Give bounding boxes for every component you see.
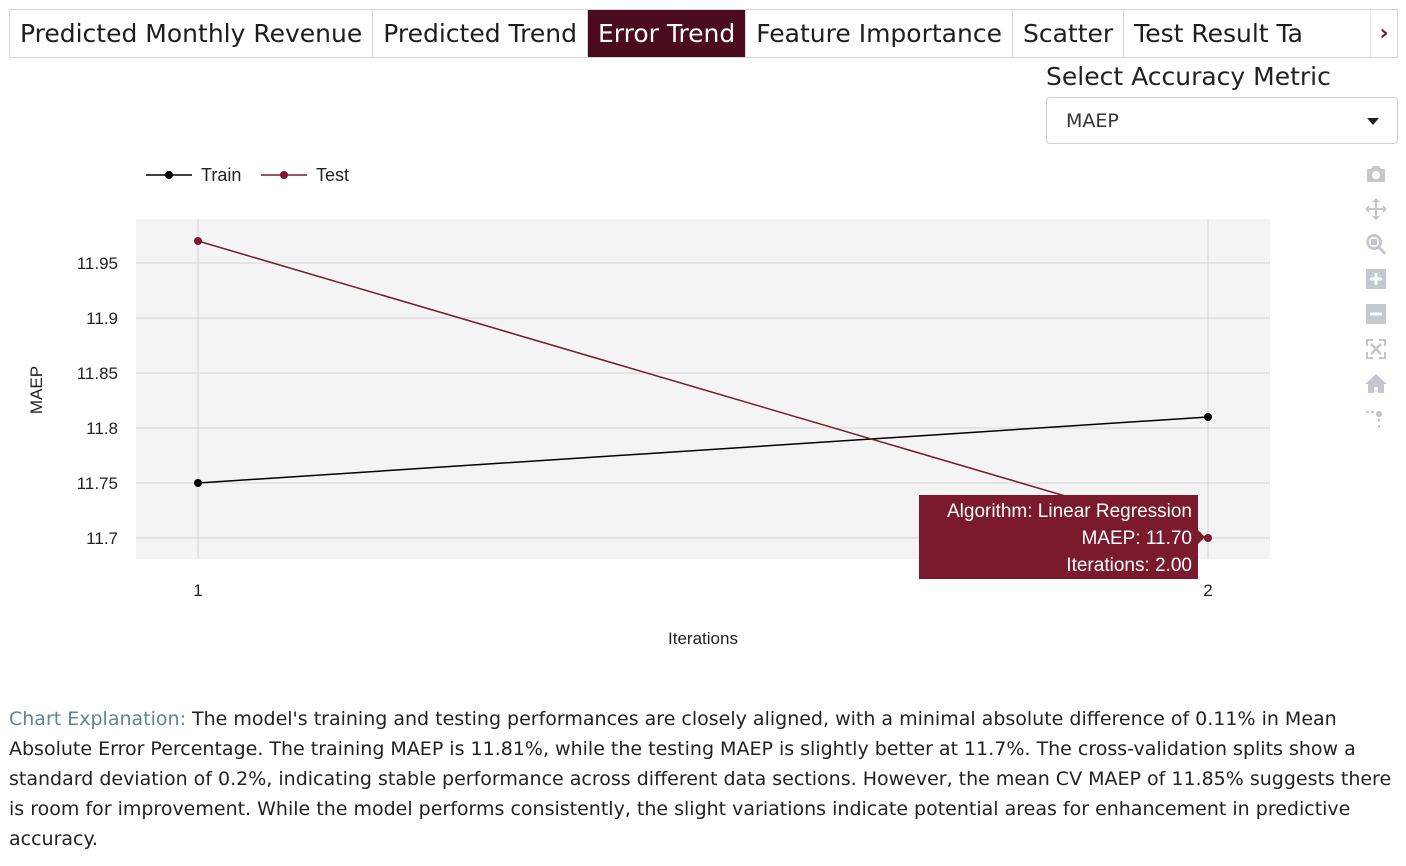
data-point-train <box>194 479 202 487</box>
series-line-train <box>197 416 1209 484</box>
tab-error-trend[interactable]: Error Trend <box>587 10 747 57</box>
tooltip-line-algorithm: Algorithm: Linear Regression <box>947 501 1192 522</box>
x-axis-label: Iterations <box>668 629 738 648</box>
chart-explanation: Chart Explanation: The model's training … <box>9 704 1399 854</box>
tooltip-line-iterations: Iterations: 2.00 <box>1066 555 1192 576</box>
y-axis-label: MAEP <box>27 366 46 414</box>
metric-select-value: MAEP <box>1066 109 1119 132</box>
x-tick-label: 2 <box>1203 581 1212 600</box>
home-icon[interactable] <box>1360 366 1392 401</box>
data-point-train <box>1204 413 1212 421</box>
legend-label-train: Train <box>201 165 241 185</box>
chart-series <box>194 237 1212 542</box>
x-tick-label: 1 <box>193 581 202 600</box>
y-axis-ticks: 11.7 11.75 11.8 11.85 11.9 11.95 <box>77 254 118 548</box>
y-tick-label: 11.7 <box>86 529 118 548</box>
series-line-test <box>197 240 1209 539</box>
legend-item-test[interactable]: Test <box>261 165 349 185</box>
y-tick-label: 11.85 <box>77 364 118 383</box>
y-tick-label: 11.95 <box>77 254 118 273</box>
y-tick-label: 11.8 <box>86 419 118 438</box>
data-point-test <box>1204 534 1212 542</box>
chart-legend: Train Test <box>146 165 349 185</box>
tab-feature-importance[interactable]: Feature Importance <box>746 10 1013 57</box>
tab-predicted-monthly-revenue[interactable]: Predicted Monthly Revenue <box>10 10 374 57</box>
tooltip-box <box>919 495 1198 579</box>
pan-icon[interactable] <box>1360 191 1392 226</box>
data-point-test <box>194 237 202 245</box>
y-tick-label: 11.9 <box>86 309 118 328</box>
tab-predicted-trend[interactable]: Predicted Trend <box>373 10 588 57</box>
metric-select-label: Select Accuracy Metric <box>1046 62 1331 91</box>
chart-explanation-label: Chart Explanation: <box>9 708 186 730</box>
spike-lines-icon[interactable] <box>1360 401 1392 436</box>
zoom-in-icon[interactable] <box>1360 261 1392 296</box>
chevron-down-icon <box>1367 118 1379 125</box>
y-tick-label: 11.75 <box>77 474 118 493</box>
metric-select-dropdown[interactable]: MAEP <box>1046 97 1398 144</box>
tooltip-line-maep: MAEP: 11.70 <box>1081 528 1192 549</box>
chart-gridlines <box>136 219 1270 559</box>
tab-scroll-right-icon[interactable]: › <box>1370 10 1397 57</box>
tooltip-pointer <box>1198 530 1205 544</box>
chart-explanation-text: The model's training and testing perform… <box>9 708 1392 850</box>
camera-icon[interactable] <box>1360 156 1392 191</box>
zoom-out-icon[interactable] <box>1360 296 1392 331</box>
error-trend-chart: Train Test 11.7 11.75 11.8 11.85 11.9 11.95 1… <box>27 165 1270 648</box>
autoscale-icon[interactable] <box>1360 331 1392 366</box>
zoom-icon[interactable] <box>1360 226 1392 261</box>
chart-modebar <box>1360 156 1392 436</box>
hover-tooltip: Algorithm: Linear Regression MAEP: 11.70… <box>919 495 1205 579</box>
legend-item-train[interactable]: Train <box>146 165 241 185</box>
tab-scatter[interactable]: Scatter <box>1013 10 1125 57</box>
tab-bar: Predicted Monthly Revenue Predicted Tren… <box>9 9 1398 58</box>
tab-test-result-table[interactable]: Test Result Table <box>1134 19 1304 48</box>
legend-label-test: Test <box>316 165 349 185</box>
